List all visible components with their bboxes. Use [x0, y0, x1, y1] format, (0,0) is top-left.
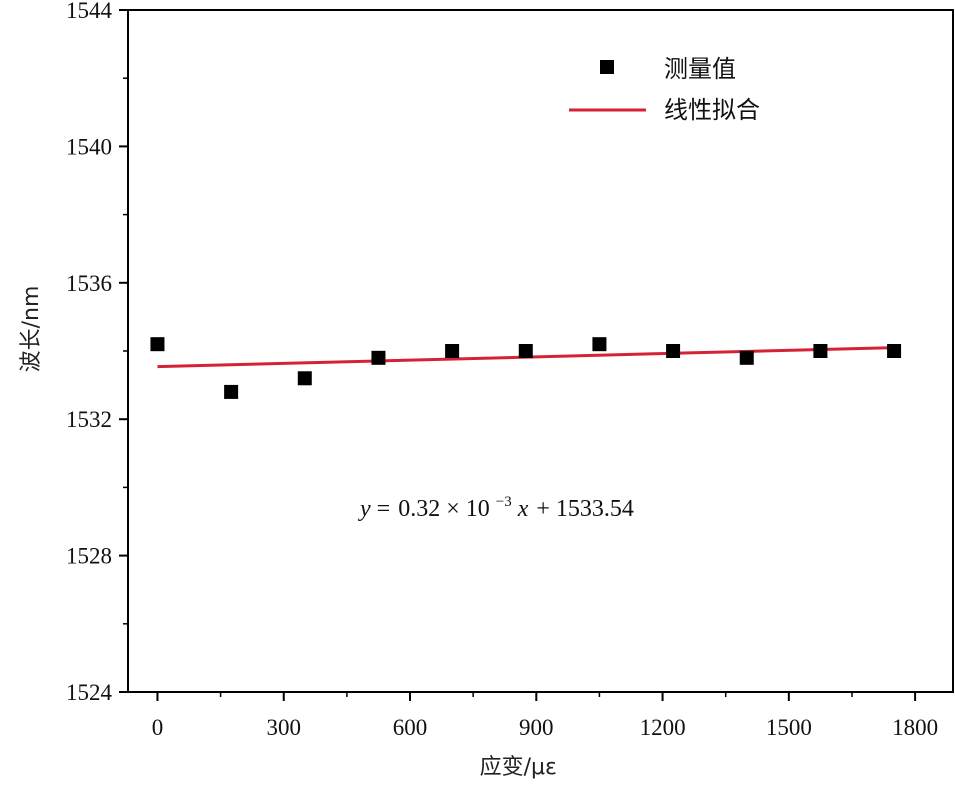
data-point [518, 344, 533, 358]
data-point [813, 344, 828, 358]
equation-equals: = [377, 496, 391, 522]
y-tick-label-4: 1540 [66, 134, 112, 159]
legend-marker-measured [600, 60, 614, 74]
data-point [224, 384, 239, 399]
y-tick-label-2: 1532 [66, 407, 112, 432]
x-tick-label-1: 300 [266, 715, 301, 740]
legend-label-fit: 线性拟合 [664, 96, 760, 124]
equation-intercept: + 1533.54 [536, 496, 634, 522]
equation-var-y: y [358, 496, 371, 522]
legend: 测量值 线性拟合 [569, 55, 760, 124]
data-point [297, 371, 312, 386]
x-axis-title: 应变/με [480, 755, 557, 780]
fit-equation: y = 0.32 × 10 −3 x + 1533.54 [358, 486, 634, 522]
plot-frame [127, 9, 954, 693]
plot-marks [150, 337, 902, 399]
x-tick-label-0: 0 [152, 715, 164, 740]
x-tick-label-2: 600 [393, 715, 428, 740]
x-tick-label-4: 1200 [640, 715, 686, 740]
axis-ticks: 0 300 600 900 1200 1500 1800 1524 1528 1532 1536 15… [66, 0, 938, 740]
x-tick-label-6: 1800 [892, 715, 938, 740]
data-point [887, 344, 902, 358]
y-tick-label-3: 1536 [66, 271, 112, 296]
data-point [739, 350, 754, 365]
y-axis-title: 波长/nm [19, 286, 44, 373]
x-tick-label-5: 1500 [766, 715, 812, 740]
x-tick-label-3: 900 [519, 715, 554, 740]
data-point [371, 350, 386, 365]
y-tick-label-1: 1528 [66, 544, 112, 569]
equation-var-x: x [517, 496, 529, 522]
data-point [150, 337, 165, 352]
y-tick-label-0: 1524 [66, 680, 113, 705]
legend-label-measured: 测量值 [664, 55, 736, 83]
y-tick-label-5: 1544 [66, 0, 113, 23]
equation-coefficient: 0.32 × 10 [398, 496, 490, 522]
data-point [592, 337, 607, 352]
data-point [666, 344, 681, 358]
equation-exponent: −3 [496, 494, 512, 510]
data-point [445, 344, 460, 358]
